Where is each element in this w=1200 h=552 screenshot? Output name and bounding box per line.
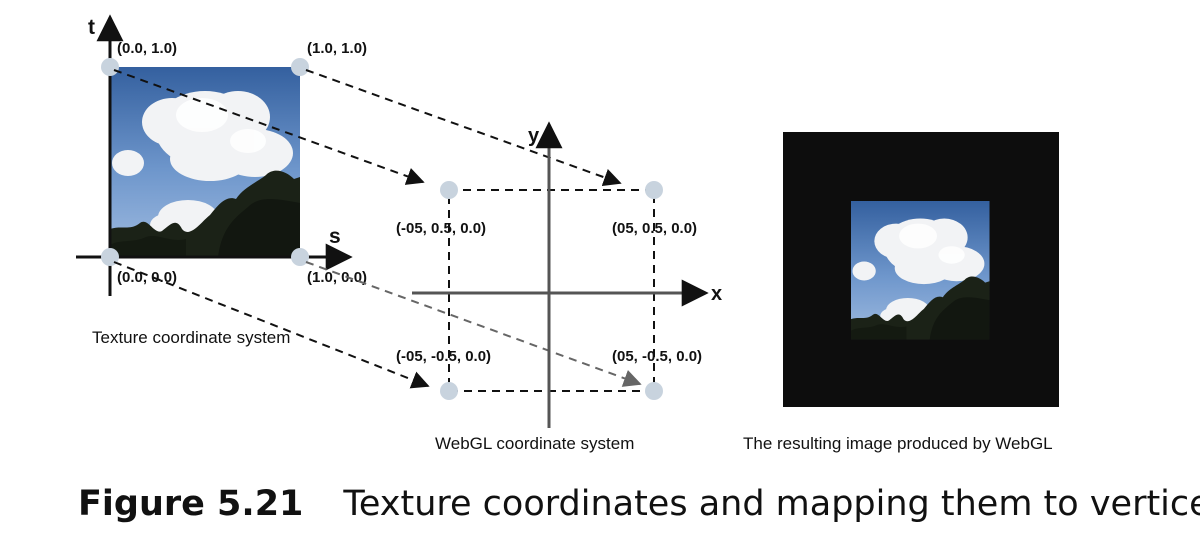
- x-axis-label: x: [711, 283, 722, 305]
- mapping-arrow-bottom-left: [113, 261, 430, 389]
- texture-image: [110, 67, 300, 257]
- webgl-dashed-square: [448, 189, 655, 392]
- result-texture-image: [851, 201, 990, 340]
- webgl-vertex-top-left: [440, 181, 458, 199]
- webgl-label-bottom-left: (-05, -0.5, 0.0): [396, 348, 491, 365]
- mapping-arrow-top-right: [305, 69, 622, 186]
- webgl-vertex-bottom-left: [440, 382, 458, 400]
- result-caption: The resulting image produced by WebGL: [743, 434, 1053, 453]
- webgl-vertex-bottom-right: [645, 382, 663, 400]
- texture-label-bottom-right: (1.0, 0.0): [307, 269, 367, 286]
- figure-number: Figure 5.21: [78, 484, 304, 524]
- texture-vertex-top-left: [101, 58, 119, 76]
- webgl-label-top-left: (-05, 0.5, 0.0): [396, 220, 486, 237]
- texture-coordinate-system: t s (0.0, 1.0) (1.0, 1.0) (0.0, 0.0) (1.…: [76, 14, 367, 347]
- t-axis-label: t: [88, 16, 95, 39]
- figure-caption: Figure 5.21 Texture coordinates and mappi…: [78, 484, 1200, 524]
- s-axis-label: s: [329, 225, 341, 248]
- mapping-arrow-bottom-right: [305, 261, 642, 387]
- webgl-coordinate-system: x y (-05, 0.5, 0.0) (05, 0.5, 0.0) (-05,…: [396, 121, 722, 453]
- mapping-arrow-top-left: [113, 69, 425, 185]
- mapping-arrows: [113, 69, 642, 389]
- y-axis-label: y: [528, 125, 540, 147]
- texture-vertex-top-right: [291, 58, 309, 76]
- webgl-system-caption: WebGL coordinate system: [435, 434, 634, 453]
- texture-label-top-left: (0.0, 1.0): [117, 40, 177, 57]
- texture-system-caption: Texture coordinate system: [92, 328, 290, 347]
- texture-vertex-bottom-right: [291, 248, 309, 266]
- webgl-label-bottom-right: (05, -0.5, 0.0): [612, 348, 702, 365]
- texture-label-top-right: (1.0, 1.0): [307, 40, 367, 57]
- result-panel: The resulting image produced by WebGL: [743, 132, 1059, 453]
- webgl-label-top-right: (05, 0.5, 0.0): [612, 220, 697, 237]
- texture-label-bottom-left: (0.0, 0.0): [117, 269, 177, 286]
- webgl-vertex-top-right: [645, 181, 663, 199]
- figure-title: Texture coordinates and mapping them to …: [343, 484, 1200, 524]
